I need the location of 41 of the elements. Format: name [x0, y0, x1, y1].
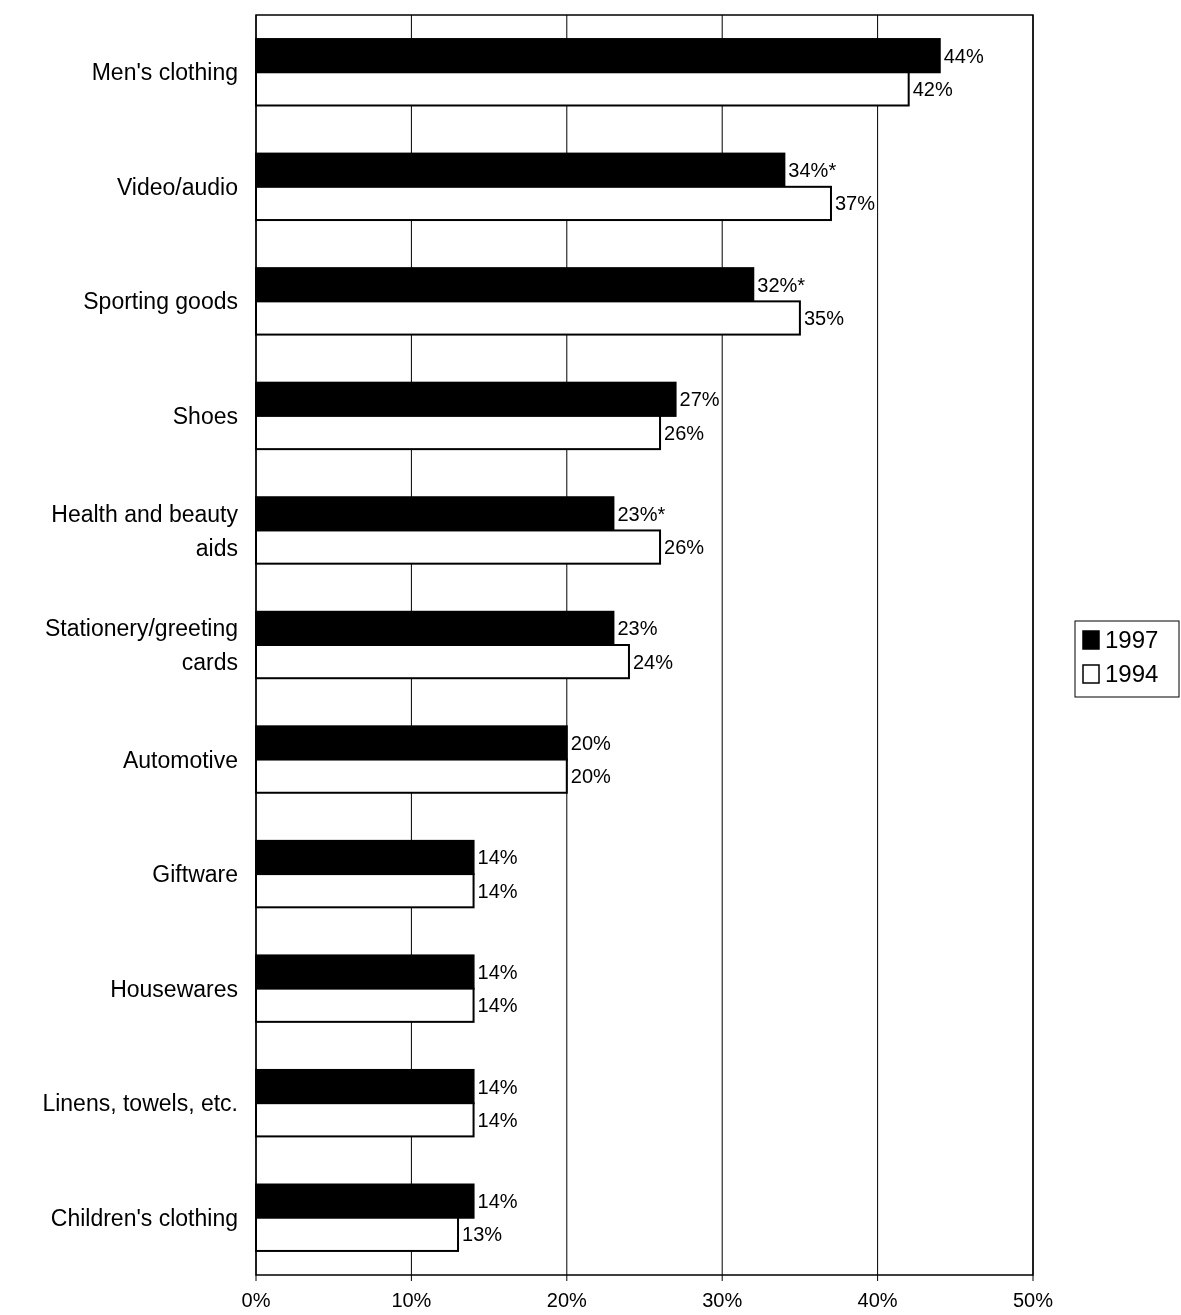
y-tick-label: Shoes: [172, 402, 238, 429]
y-tick-label: Video/audio: [116, 173, 238, 200]
data-label: 14%: [477, 1190, 518, 1213]
y-tick-label: Housewares: [110, 975, 238, 1002]
data-label: 42%: [912, 77, 953, 100]
data-label: 14%: [477, 961, 518, 984]
y-tick-label: Men's clothing: [91, 59, 238, 86]
data-label: 44%: [943, 44, 985, 67]
y-tick-label: Linens, towels, etc.: [42, 1090, 238, 1117]
data-label: 23%: [617, 617, 658, 640]
data-label: 14%: [477, 879, 518, 902]
legend-label: 1994: [1105, 660, 1159, 688]
x-tick-label: 30%: [702, 1289, 743, 1311]
y-tick-label: Stationery/greeting cards: [44, 615, 238, 676]
data-label: 14%: [477, 1075, 518, 1098]
y-tick-label: Automotive: [122, 746, 238, 773]
y-tick-label: Sporting goods: [83, 288, 238, 315]
x-tick-label: 0%: [241, 1289, 271, 1311]
data-label: 20%: [570, 731, 612, 754]
data-label: 14%: [477, 994, 518, 1017]
data-label: 14%: [477, 1108, 518, 1131]
data-label: 26%: [664, 421, 705, 444]
data-label: 37%: [834, 192, 876, 215]
data-label: 27%: [679, 388, 720, 411]
data-label: 24%: [632, 650, 674, 673]
data-label: 14%: [477, 846, 518, 869]
data-label: 13%: [462, 1223, 503, 1246]
data-label: 23%*: [617, 502, 666, 525]
data-label: 26%: [664, 536, 705, 559]
y-tick-label: Children's clothing: [50, 1204, 238, 1231]
x-tick-label: 50%: [1012, 1289, 1054, 1311]
data-label: 32%*: [757, 273, 806, 296]
y-tick-label: Health and beauty aids: [51, 500, 239, 561]
data-label: 20%: [570, 765, 612, 788]
legend-label: 1997: [1105, 626, 1159, 654]
data-label: 34%*: [788, 159, 837, 182]
x-tick-label: 10%: [391, 1289, 432, 1311]
x-tick-label: 40%: [857, 1289, 898, 1311]
y-tick-label: Giftware: [152, 861, 238, 888]
x-tick-label: 20%: [546, 1289, 588, 1311]
data-label: 35%: [803, 306, 845, 329]
